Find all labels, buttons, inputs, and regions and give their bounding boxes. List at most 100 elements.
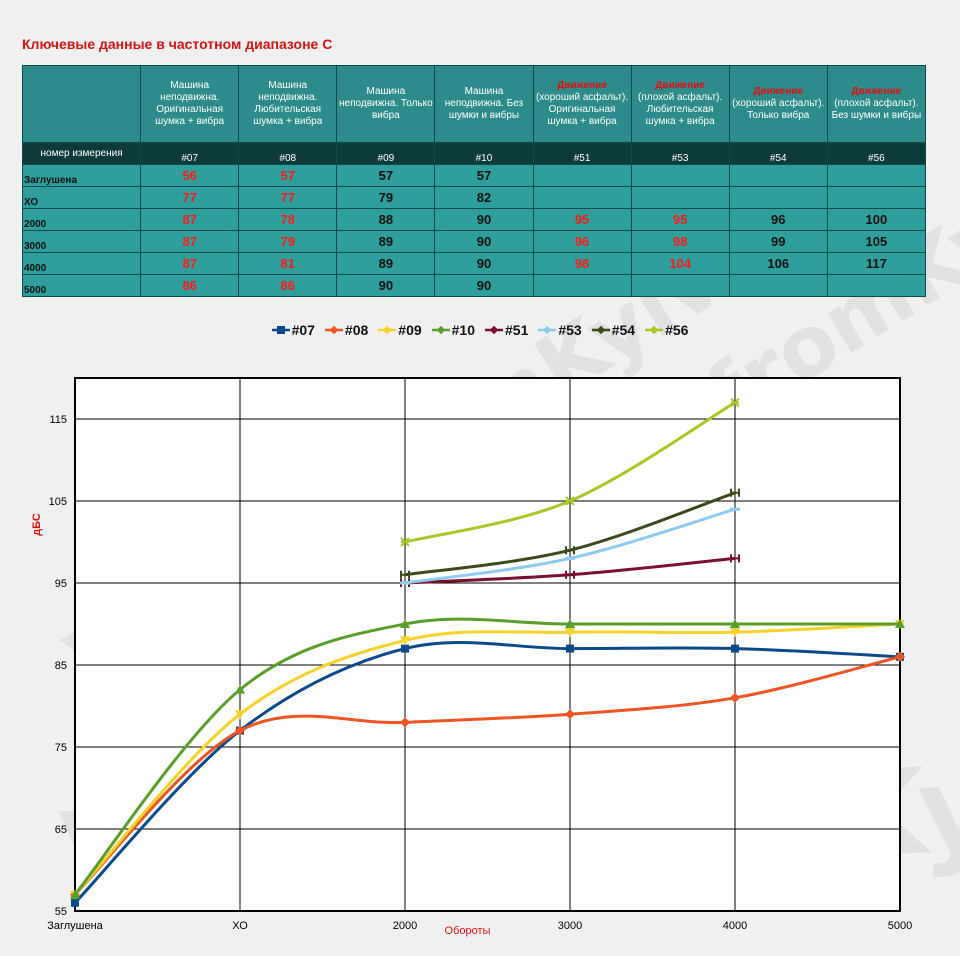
table-cell: 88 xyxy=(336,208,436,231)
table-cell: 79 xyxy=(336,186,436,209)
row-header-label: номер измерения xyxy=(21,142,142,165)
table-cell: 96 xyxy=(728,208,828,231)
data-point xyxy=(565,496,575,506)
legend-swatch xyxy=(645,325,664,335)
table-cell xyxy=(826,164,927,187)
column-header-prefix: Движение xyxy=(753,86,804,97)
data-point xyxy=(400,619,410,628)
table-cell: 57 xyxy=(434,164,534,187)
column-header: Машина неподвижна. Только вибра xyxy=(336,65,436,143)
column-header-label: (плохой асфальт). Без шумки и вибры xyxy=(831,98,922,121)
y-tick-label: 65 xyxy=(55,824,67,836)
legend-item: #09 xyxy=(378,322,422,338)
data-point xyxy=(71,898,79,907)
column-header: Машина неподвижна. Без шумки и вибры xyxy=(434,65,534,143)
legend-swatch xyxy=(431,325,450,335)
table-cell: 90 xyxy=(434,230,534,253)
table-cell: 86 xyxy=(238,274,338,297)
column-header-prefix: Движение xyxy=(851,86,902,97)
column-header: Движение (плохой асфальт). Без шумки и ви… xyxy=(826,65,927,143)
table-cell xyxy=(532,274,632,297)
legend-item: #07 xyxy=(271,322,315,338)
table-cell: 82 xyxy=(434,186,534,209)
row-label: 3000 xyxy=(21,230,142,253)
measurement-number: #07 xyxy=(140,142,240,165)
measurement-number: #53 xyxy=(630,142,730,165)
data-point xyxy=(400,717,410,728)
plot-border xyxy=(74,377,901,912)
measurement-number: #54 xyxy=(728,142,828,165)
row-label: 5000 xyxy=(21,274,142,297)
table-row: ХО 77 77 79 82 xyxy=(21,186,927,209)
column-header-label: (плохой асфальт). Любительская шумка + в… xyxy=(638,92,723,127)
data-point xyxy=(400,636,410,646)
table-cell xyxy=(630,274,730,297)
legend-swatch xyxy=(485,325,503,335)
table-cell xyxy=(532,186,632,209)
table-cell: 81 xyxy=(238,252,338,275)
table-cell: 90 xyxy=(434,252,534,275)
data-point xyxy=(235,710,245,720)
legend-label: #08 xyxy=(344,322,369,338)
table-cell: 90 xyxy=(434,274,534,297)
table-row: 4000 87 81 89 90 98 104 106 117 xyxy=(21,252,927,275)
table-row: 2000 87 78 88 90 95 95 96 100 xyxy=(21,208,927,231)
column-header-label: (хороший асфальт). Оригинальная шумка + … xyxy=(535,92,629,127)
table-cell: 106 xyxy=(728,252,828,275)
data-point xyxy=(565,709,575,720)
legend-item: #54 xyxy=(591,322,635,338)
column-header: Движение (плохой асфальт). Любительская ш… xyxy=(630,65,730,143)
legend-label: #51 xyxy=(505,322,529,338)
y-tick-label: 85 xyxy=(55,660,67,672)
table-row: Заглушена 56 57 57 57 xyxy=(21,164,927,187)
table-cell xyxy=(728,186,828,209)
series-line-10 xyxy=(73,617,900,896)
column-header: Движение (хороший асфальт). Только вибра xyxy=(728,65,828,143)
data-point xyxy=(895,619,905,628)
table-cell: 77 xyxy=(238,186,338,209)
table-cell: 117 xyxy=(826,252,927,275)
table-cell: 95 xyxy=(630,208,730,231)
table-cell: 95 xyxy=(532,208,632,231)
table-cell: 57 xyxy=(336,164,436,187)
data-point xyxy=(70,889,80,899)
data-point xyxy=(400,570,410,579)
table-cell: 98 xyxy=(532,252,632,275)
table-cell: 77 xyxy=(140,186,240,209)
table-row: 5000 86 86 90 90 xyxy=(21,274,927,297)
x-tick-label: 4000 xyxy=(723,920,747,932)
data-point xyxy=(401,644,409,653)
x-tick-label: 3000 xyxy=(558,920,582,932)
chart-legend: #07 #08 #09 #10 #51 #53 #54 #56 xyxy=(0,322,960,338)
table-cell xyxy=(728,164,828,187)
data-point xyxy=(730,619,740,628)
data-point xyxy=(895,651,905,662)
legend-swatch xyxy=(271,326,290,334)
column-header: Машина неподвижна. Любительская шумка + … xyxy=(238,65,338,143)
legend-label: #53 xyxy=(558,322,582,338)
legend-label: #07 xyxy=(291,322,315,338)
y-tick-label: 95 xyxy=(55,578,67,590)
column-header-prefix: Движение xyxy=(557,80,607,91)
data-point xyxy=(565,628,575,638)
row-label: 2000 xyxy=(21,208,142,231)
column-header-prefix: Движение xyxy=(655,80,705,91)
y-tick-label: 115 xyxy=(49,414,67,426)
table-cell xyxy=(630,164,730,187)
measurement-number: #08 xyxy=(238,142,338,165)
table-corner xyxy=(21,65,142,143)
data-point xyxy=(400,537,410,547)
table-cell: 79 xyxy=(238,230,338,253)
table-cell: 89 xyxy=(336,252,436,275)
legend-item: #56 xyxy=(645,322,688,338)
data-point xyxy=(565,570,575,579)
x-tick-label: 2000 xyxy=(393,920,417,932)
data-point xyxy=(730,628,740,638)
legend-swatch xyxy=(538,325,557,335)
table-cell xyxy=(826,186,927,209)
data-point xyxy=(235,684,245,694)
y-tick-label: 55 xyxy=(55,906,67,918)
column-header: Машина неподвижна. Оригинальная шумка + … xyxy=(140,65,240,143)
table-cell xyxy=(728,274,828,297)
table-cell: 78 xyxy=(238,208,338,231)
